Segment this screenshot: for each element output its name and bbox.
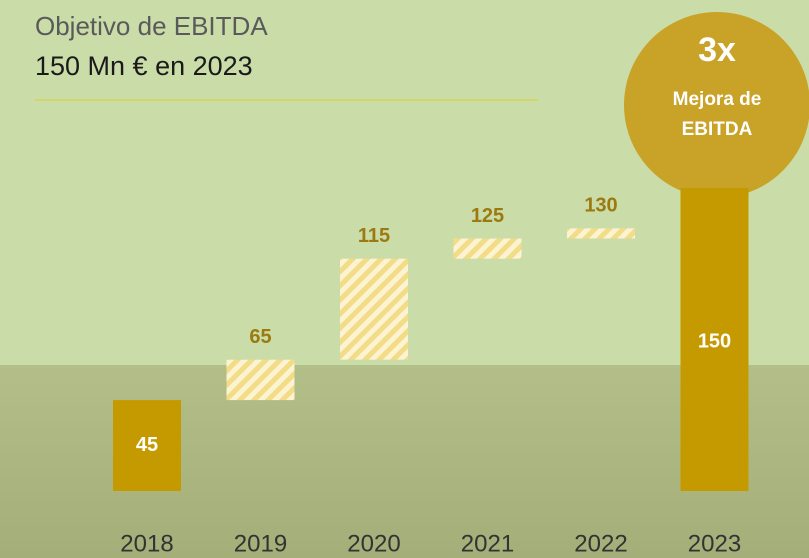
chart-subtitle: 150 Mn € en 2023 bbox=[35, 51, 253, 81]
data-label: 65 bbox=[249, 326, 271, 348]
badge-headline: 3x bbox=[698, 31, 736, 69]
bar bbox=[453, 238, 522, 259]
data-label: 45 bbox=[136, 434, 158, 456]
badge-text: Mejora de bbox=[673, 89, 762, 110]
bar bbox=[226, 359, 295, 401]
bar bbox=[567, 228, 635, 239]
x-tick-label: 2021 bbox=[461, 530, 514, 557]
badge-text: EBITDA bbox=[682, 119, 753, 140]
data-label: 125 bbox=[471, 205, 504, 227]
data-label: 150 bbox=[698, 330, 731, 352]
x-tick-label: 2023 bbox=[688, 530, 741, 557]
x-tick-label: 2018 bbox=[120, 530, 173, 557]
data-label: 115 bbox=[358, 225, 390, 247]
chart-title: Objetivo de EBITDA bbox=[35, 11, 268, 41]
x-tick-label: 2020 bbox=[347, 530, 400, 557]
badge bbox=[624, 12, 809, 198]
x-tick-label: 2022 bbox=[574, 530, 627, 557]
bar bbox=[680, 188, 749, 491]
bar bbox=[113, 400, 181, 491]
x-tick-label: 2019 bbox=[234, 530, 287, 557]
data-label: 130 bbox=[584, 195, 617, 217]
bar bbox=[340, 258, 408, 360]
